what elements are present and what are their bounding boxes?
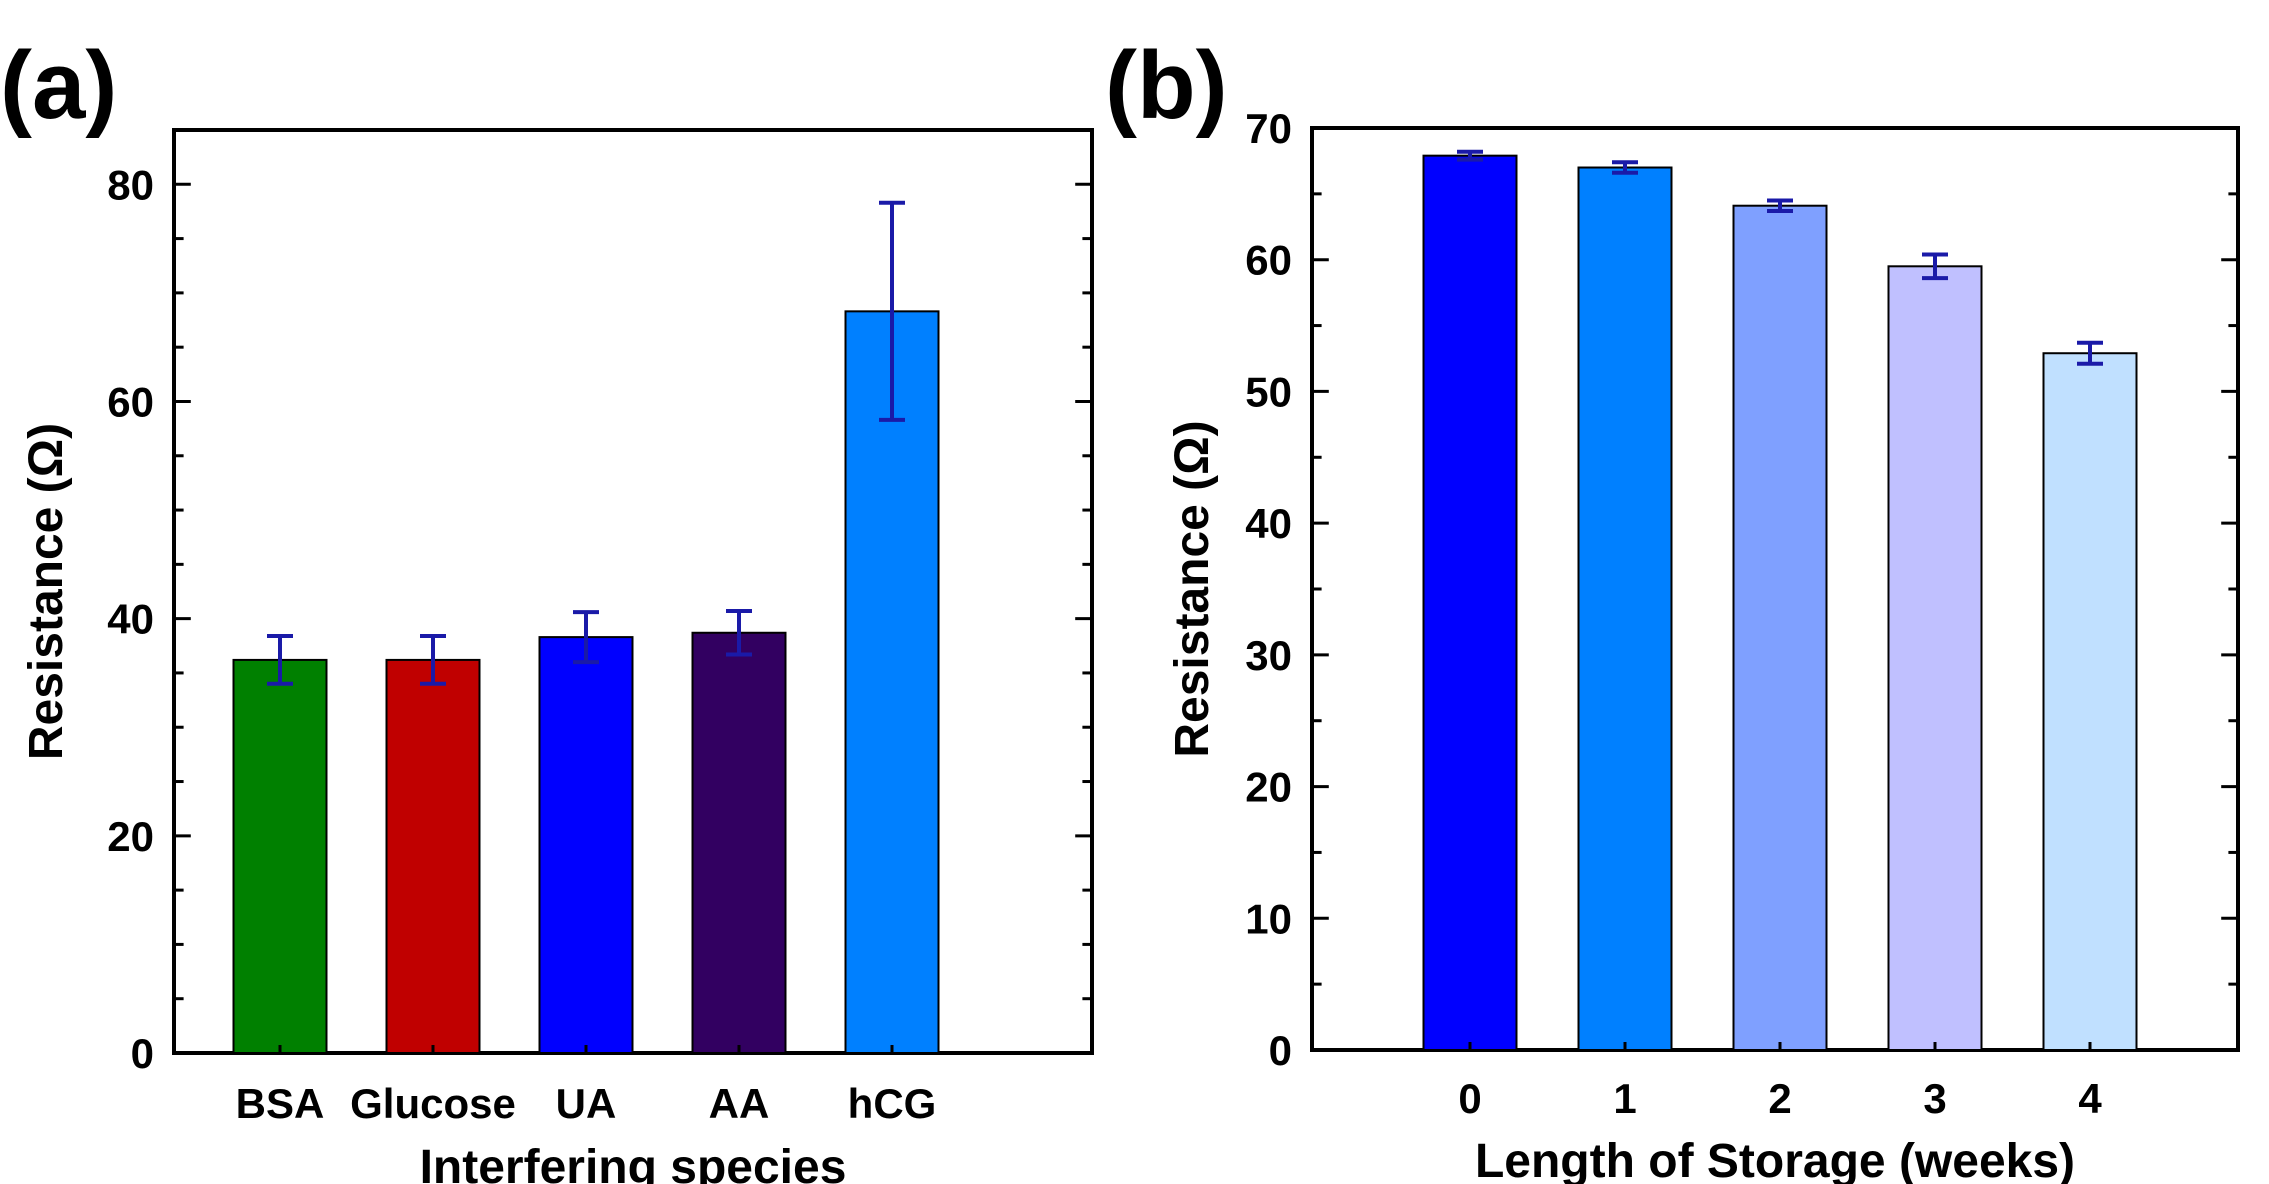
panel-b-bar-1 [1577,166,1673,1051]
panel-a-bar-aa [691,631,787,1055]
panel-b-x-tick-label: 3 [1923,1075,1946,1122]
panel-a-x-tick-label: AA [709,1080,770,1127]
panel-a-y-axis-label: Resistance (Ω) [20,423,73,760]
panel-b-x-axis-label: Length of Storage (weeks) [1475,1135,2075,1184]
panel-a-y-tick-label: 0 [131,1030,154,1077]
panel-b-y-tick-label: 60 [1245,237,1292,284]
panel-a-y-tick-label: 20 [107,813,154,860]
panel-b-error-bar-1 [1612,160,1638,175]
panel-a-y-tick-label: 60 [107,378,154,425]
panel-a-error-bar-ua [573,610,599,665]
panel-b-y-tick-label: 0 [1269,1027,1292,1074]
panel-a-error-bar-aa [726,609,752,657]
panel-a-label: (a) [0,32,117,139]
panel-a-error-bar-bsa [267,634,293,686]
panel-b-bar-3 [1887,265,1983,1051]
panel-b-y-tick-label: 40 [1245,500,1292,547]
panel-b-x-tick-label: 1 [1613,1075,1636,1122]
panel-a-x-tick-label: UA [556,1080,617,1127]
panel-b-label: (b) [1105,32,1228,139]
panel-a-bar-ua [538,636,634,1054]
panel-b-y-tick-label: 20 [1245,764,1292,811]
panel-a-y-tick-label: 80 [107,161,154,208]
panel-b-y-tick-label: 70 [1245,105,1292,152]
panel-b-error-bar-3 [1922,252,1948,281]
panel-b-error-bar-4 [2077,340,2103,366]
panel-a-error-bar-hcg [879,200,905,422]
panel-a: (a) 0 20 40 60 80 BSA Glucose UA AA hCGInterferin… [0,32,1094,1184]
panel-b-x-tick-label: 2 [1768,1075,1791,1122]
panel-b-y-axis-label: Resistance (Ω) [1166,420,1219,757]
panel-a-bar-bsa [232,658,328,1054]
panel-a-x-tick-label: BSA [236,1080,325,1127]
panel-a-bar-glucose [385,658,481,1054]
panel-b-error-bar-0 [1457,149,1483,162]
panel-b-x-tick-label: 0 [1458,1075,1481,1122]
panel-b-y-tick-label: 50 [1245,368,1292,415]
panel-b-y-tick-label: 30 [1245,632,1292,679]
panel-a-bar-hcg [844,310,940,1054]
panel-b-error-bar-2 [1767,198,1793,213]
panel-b-bar-0 [1422,154,1518,1052]
panel-b-y-tick-label: 10 [1245,895,1292,942]
panel-b-bar-4 [2042,352,2138,1051]
panel-b-x-tick-label: 4 [2078,1075,2102,1122]
panel-a-error-bar-glucose [420,634,446,686]
panel-a-x-tick-label: hCG [848,1080,937,1127]
panel-a-x-tick-label: Glucose [350,1080,516,1127]
panel-a-y-tick-label: 40 [107,596,154,643]
panel-a-x-axis-label: Interfering species [420,1141,847,1184]
panel-b-bar-2 [1732,204,1828,1051]
